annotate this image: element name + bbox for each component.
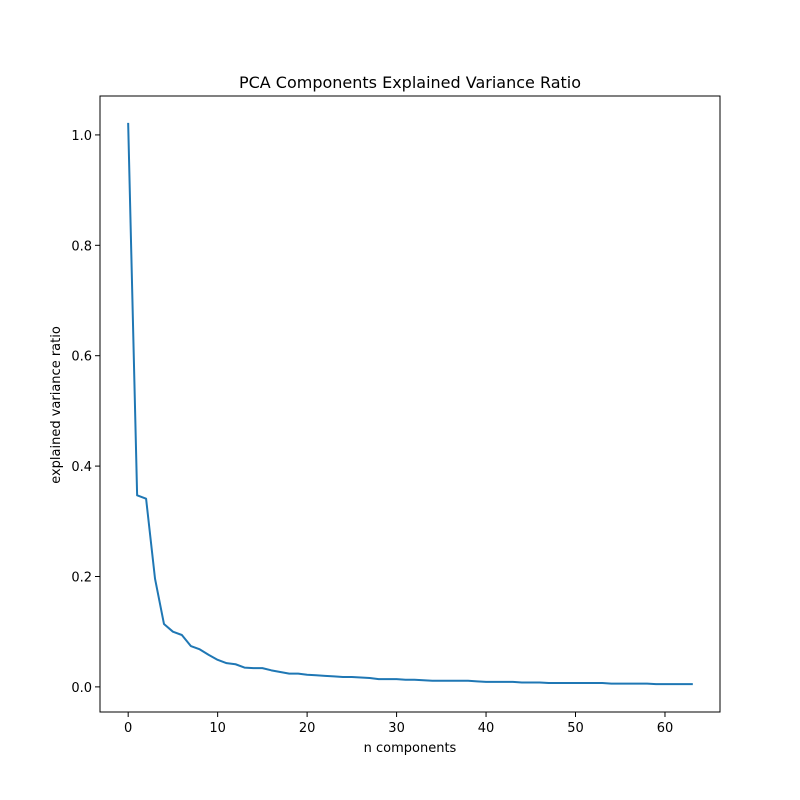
y-tick-label: 1.0 xyxy=(71,129,92,144)
x-axis-label: n components xyxy=(364,741,457,756)
y-tick-label: 0.2 xyxy=(71,570,92,585)
x-tick-label: 10 xyxy=(209,721,226,736)
y-tick-label: 0.6 xyxy=(71,350,92,365)
x-tick-label: 0 xyxy=(124,721,132,736)
y-axis-label: explained variance ratio xyxy=(49,326,64,484)
x-tick-label: 20 xyxy=(299,721,316,736)
plot-area xyxy=(99,95,721,713)
x-tick-label: 40 xyxy=(478,721,495,736)
y-tick-label: 0.4 xyxy=(71,460,92,475)
x-tick-label: 50 xyxy=(567,721,584,736)
y-tick-label: 0.8 xyxy=(71,239,92,254)
x-tick-label: 30 xyxy=(388,721,405,736)
plot-frame xyxy=(99,95,721,713)
series-line-0 xyxy=(127,122,693,686)
chart-title: PCA Components Explained Variance Ratio xyxy=(239,73,581,92)
x-tick-label: 60 xyxy=(657,721,674,736)
y-tick-label: 0.0 xyxy=(71,681,92,696)
x-axis: 0 10 20 30 40 50 60 xyxy=(124,712,673,736)
y-axis: 0.0 0.2 0.4 0.6 0.8 1.0 xyxy=(71,129,100,696)
